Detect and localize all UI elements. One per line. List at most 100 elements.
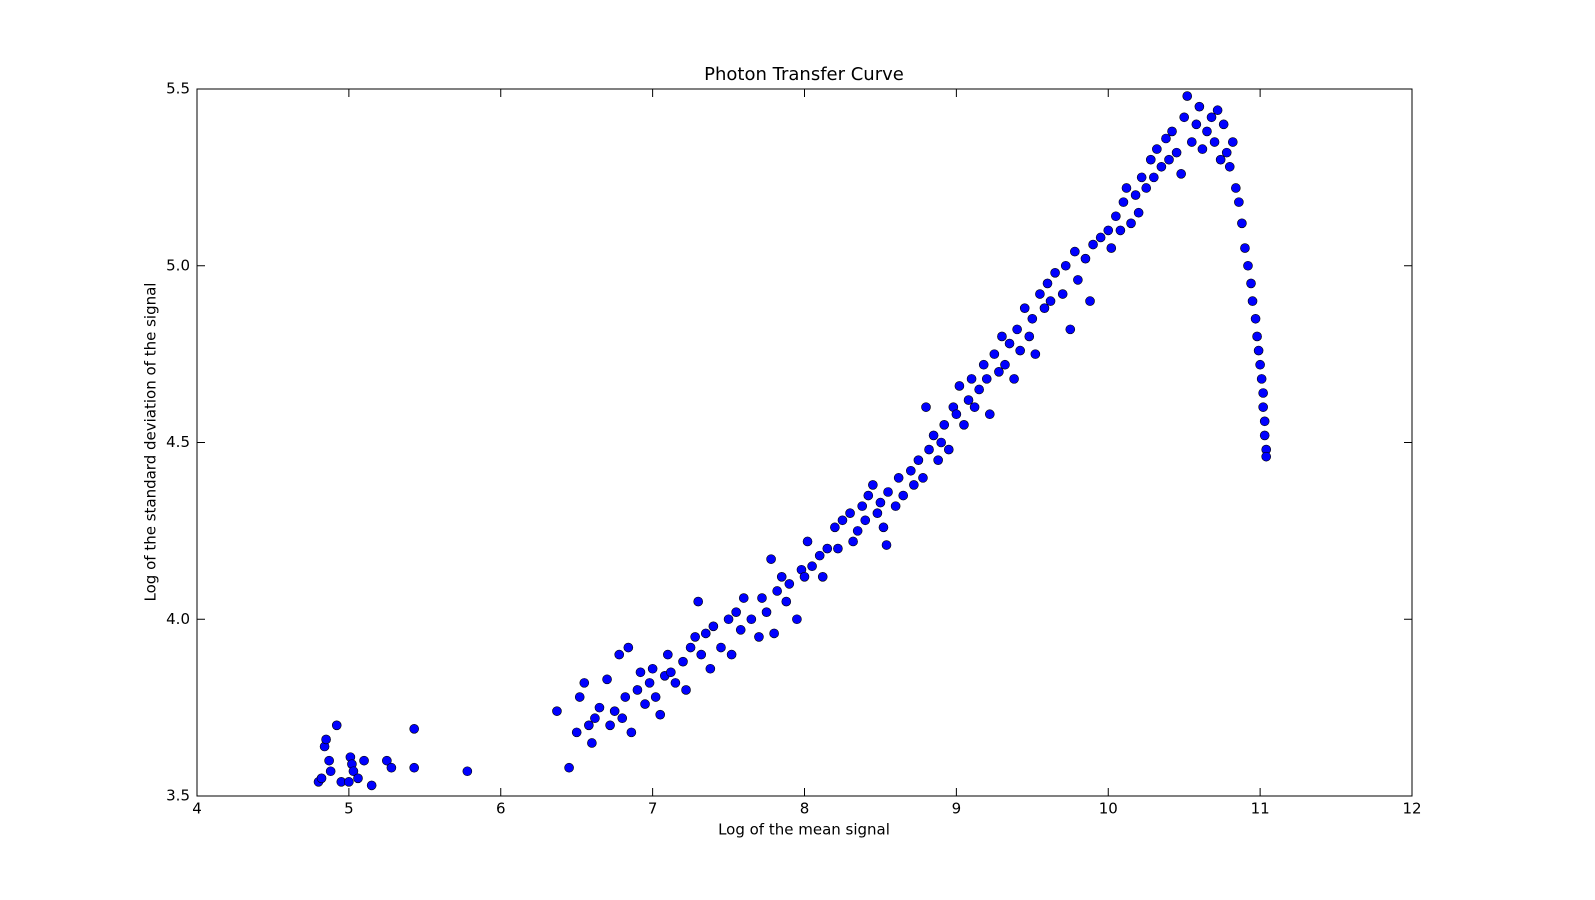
point [331,720,342,731]
point [822,543,833,554]
point [875,497,886,508]
point [909,480,919,490]
point [924,444,934,455]
point [1221,147,1232,158]
point [878,522,889,533]
point [587,738,597,748]
point [620,692,631,702]
y-tick-label: 5.5 [166,80,190,98]
point [959,420,969,430]
point [705,663,716,674]
x-tick-label: 7 [648,800,658,818]
point [1060,260,1071,271]
point [1191,119,1202,130]
point [978,359,989,370]
y-tick-label: 5.0 [166,256,190,274]
point [462,766,473,777]
point [1259,430,1270,441]
point [799,572,810,582]
point [848,536,858,547]
point [731,607,741,617]
point [1085,296,1095,306]
y-tick-label: 4.0 [166,610,190,628]
point [594,702,605,713]
x-tick-label: 8 [800,800,810,818]
point [344,777,354,787]
point [1164,154,1174,165]
chart-title: Photon Transfer Curve [704,64,904,85]
x-tick-label: 10 [1099,800,1118,818]
x-tick-label: 11 [1251,800,1270,818]
point [1141,183,1152,193]
point [898,490,909,501]
point [605,720,615,731]
point [781,596,792,607]
point [830,522,840,533]
point [321,734,331,745]
point [1234,197,1244,207]
point [635,667,646,678]
point [963,395,974,405]
point [1255,359,1265,370]
point [1194,101,1205,112]
point [881,540,892,550]
point [933,455,943,465]
point [766,554,776,564]
point [564,762,574,773]
point [984,409,995,420]
point [1252,331,1262,342]
point [1024,331,1035,342]
point [716,642,726,653]
point [890,501,901,511]
point [316,773,327,784]
point [1186,137,1197,147]
point [1111,211,1121,222]
point [574,692,585,702]
point [382,755,392,766]
y-tick-label: 4.5 [166,433,190,451]
point [951,409,962,420]
point [632,685,643,695]
point [1027,313,1038,324]
point [1126,218,1136,229]
x-tick-label: 5 [344,800,354,818]
point [754,632,764,642]
point [666,667,676,678]
point [1197,144,1208,154]
point [366,780,377,791]
point [1212,105,1223,116]
point [1015,345,1025,356]
point [807,561,817,572]
point [640,699,650,709]
point [913,455,924,465]
point [1130,190,1141,200]
point [1009,374,1019,384]
y-tick-label: 3.5 [166,787,190,805]
point [928,430,939,441]
point [757,593,767,603]
point [1202,126,1212,137]
point [966,374,977,384]
point [868,480,878,490]
point [1080,253,1091,264]
point [833,543,843,554]
point [883,487,893,497]
point [1133,207,1144,218]
point [1156,161,1167,172]
x-tick-label: 4 [192,800,202,818]
point [761,607,772,617]
point [735,625,746,635]
point [1256,374,1267,384]
point [552,706,562,716]
point [614,649,625,660]
point [700,628,711,639]
point [325,766,336,777]
point [696,649,707,660]
point [939,420,950,430]
point [647,663,658,674]
point [1065,324,1076,335]
point [954,381,965,391]
point [1209,137,1220,147]
point [792,614,802,625]
